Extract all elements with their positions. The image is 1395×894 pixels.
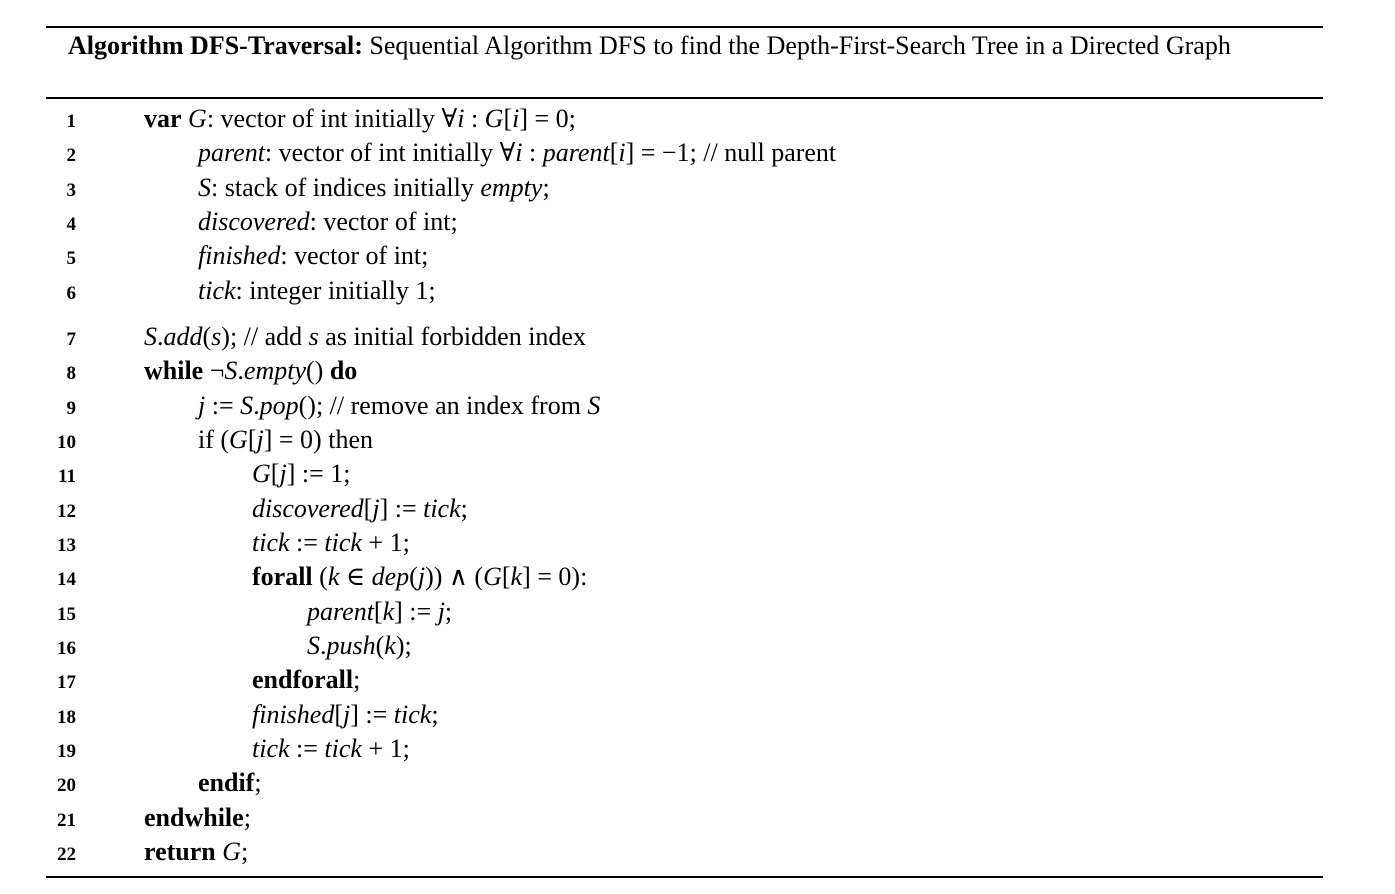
code-line: 10 if (G[j] = 0) then xyxy=(46,423,1323,457)
code-line: 7 S.add(s); // add s as initial forbidde… xyxy=(46,320,1323,354)
line-number: 20 xyxy=(57,775,76,796)
line-number: 18 xyxy=(57,707,76,728)
code-text: S.push(k); xyxy=(307,631,412,660)
code-text: return G; xyxy=(144,837,249,866)
line-number: 11 xyxy=(58,466,76,487)
bottom-rule xyxy=(46,876,1323,878)
code-line: 11 G[j] := 1; xyxy=(46,457,1323,491)
caption-rule xyxy=(46,97,1323,99)
code-text: G[j] := 1; xyxy=(252,459,351,488)
code-text: finished: vector of int; xyxy=(198,241,429,270)
line-number: 8 xyxy=(66,363,77,384)
code-text: tick := tick + 1; xyxy=(252,528,410,557)
code-line: 3 S: stack of indices initially empty; xyxy=(46,171,1323,205)
line-number: 16 xyxy=(57,638,76,659)
code-line: 22 return G; xyxy=(46,835,1323,869)
code-line: 1 var G: vector of int initially ∀i : G[… xyxy=(46,102,1323,136)
top-rule xyxy=(46,26,1323,28)
algorithm-caption: Algorithm DFS-Traversal: Sequential Algo… xyxy=(68,28,1288,63)
code-text: tick: integer initially 1; xyxy=(198,276,436,305)
line-number: 19 xyxy=(57,741,76,762)
line-number: 7 xyxy=(66,329,77,350)
code-line: 15 parent[k] := j; xyxy=(46,595,1323,629)
code-line: 13 tick := tick + 1; xyxy=(46,526,1323,560)
code-line: 8 while ¬S.empty() do xyxy=(46,354,1323,388)
code-text: discovered[j] := tick; xyxy=(252,494,468,523)
algorithm-block: Algorithm DFS-Traversal: Sequential Algo… xyxy=(46,0,1323,894)
line-number: 17 xyxy=(57,672,76,693)
code-line: 19 tick := tick + 1; xyxy=(46,732,1323,766)
line-number: 9 xyxy=(66,398,77,419)
line-number: 2 xyxy=(66,145,77,166)
code-line: 14 forall (k ∈ dep(j)) ∧ (G[k] = 0): xyxy=(46,560,1323,594)
line-number: 10 xyxy=(57,432,76,453)
code-text: discovered: vector of int; xyxy=(198,207,458,236)
code-line: 16 S.push(k); xyxy=(46,629,1323,663)
code-line: 17 endforall; xyxy=(46,663,1323,697)
line-number: 3 xyxy=(66,180,77,201)
code-text: while ¬S.empty() do xyxy=(144,356,358,385)
code-text: endforall; xyxy=(252,665,361,694)
code-text: endwhile; xyxy=(144,803,251,832)
code-line: 2 parent: vector of int initially ∀i : p… xyxy=(46,136,1323,170)
code-text: parent[k] := j; xyxy=(307,597,453,626)
code-text: endif; xyxy=(198,768,262,797)
code-line: 20 endif; xyxy=(46,766,1323,800)
caption-label: Algorithm DFS-Traversal: xyxy=(68,31,363,60)
code-text: S: stack of indices initially empty; xyxy=(198,173,550,202)
line-number: 6 xyxy=(66,283,77,304)
code-line: 12 discovered[j] := tick; xyxy=(46,492,1323,526)
line-number: 21 xyxy=(57,810,76,831)
line-number: 14 xyxy=(57,569,76,590)
code-text: j := S.pop(); // remove an index from S xyxy=(198,391,601,420)
code-text: var G: vector of int initially ∀i : G[i]… xyxy=(144,104,576,133)
code-line: 5 finished: vector of int; xyxy=(46,239,1323,273)
line-number: 22 xyxy=(57,844,76,865)
code-line: 4 discovered: vector of int; xyxy=(46,205,1323,239)
code-text: tick := tick + 1; xyxy=(252,734,410,763)
line-number: 15 xyxy=(57,604,76,625)
code-text: if (G[j] = 0) then xyxy=(198,425,373,454)
code-line: 9 j := S.pop(); // remove an index from … xyxy=(46,389,1323,423)
line-number: 13 xyxy=(57,535,76,556)
code-text: S.add(s); // add s as initial forbidden … xyxy=(144,322,586,351)
code-text: forall (k ∈ dep(j)) ∧ (G[k] = 0): xyxy=(252,562,588,591)
code-line: 21 endwhile; xyxy=(46,801,1323,835)
caption-text: Sequential Algorithm DFS to find the Dep… xyxy=(362,31,1231,60)
line-number: 5 xyxy=(66,248,77,269)
code-text: parent: vector of int initially ∀i : par… xyxy=(198,138,837,167)
line-number: 12 xyxy=(57,501,76,522)
code-line: 18 finished[j] := tick; xyxy=(46,698,1323,732)
line-number: 1 xyxy=(66,111,77,132)
code-line: 6 tick: integer initially 1; xyxy=(46,274,1323,308)
line-number: 4 xyxy=(66,214,77,235)
code-text: finished[j] := tick; xyxy=(252,700,439,729)
